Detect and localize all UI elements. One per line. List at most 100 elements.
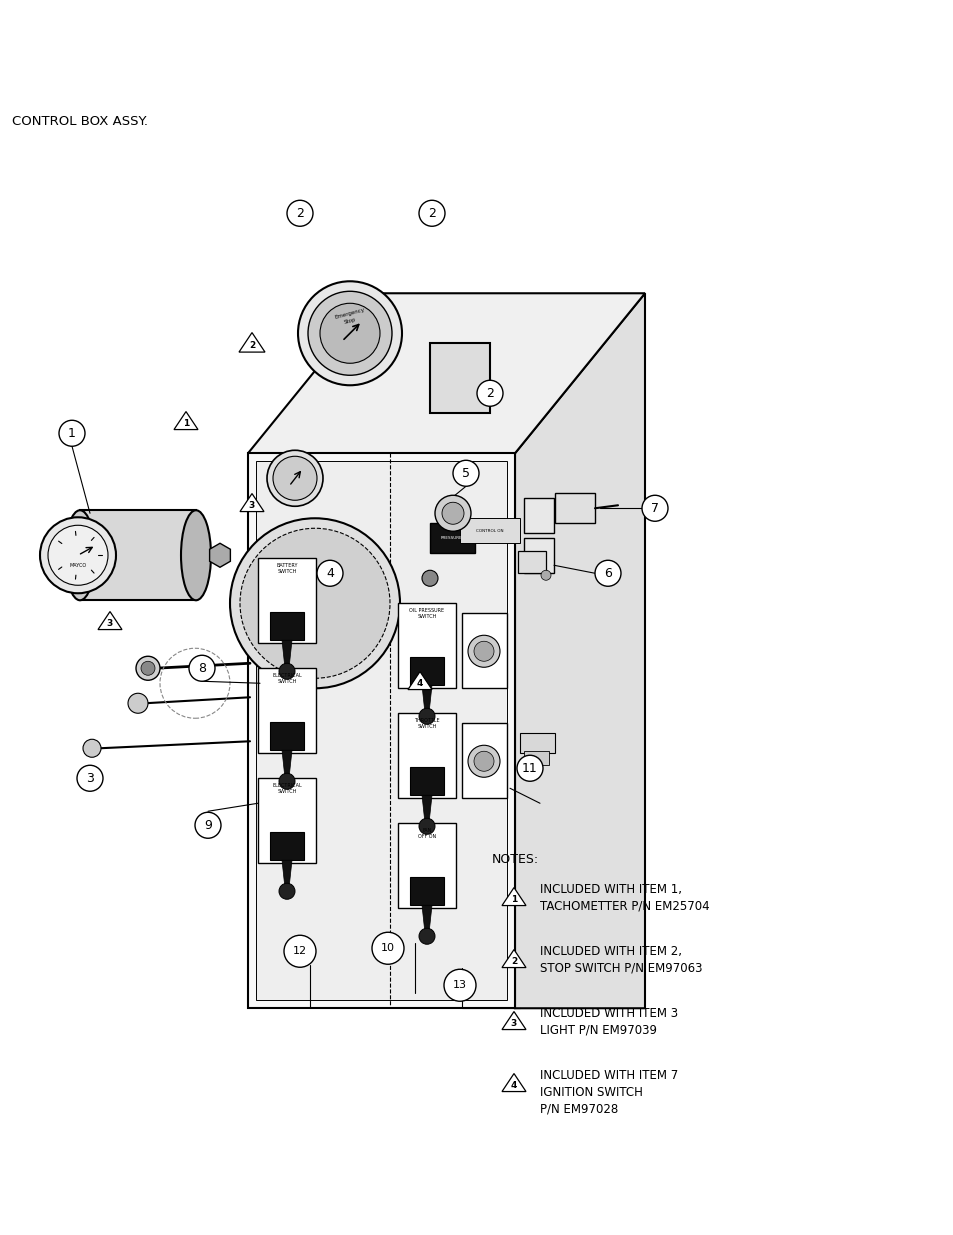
Text: 13: 13 [453, 981, 467, 990]
Polygon shape [501, 1073, 525, 1092]
Circle shape [453, 461, 478, 487]
Text: ELECTRICAL
SWITCH: ELECTRICAL SWITCH [272, 673, 301, 684]
Circle shape [443, 969, 476, 1002]
Circle shape [273, 456, 316, 500]
Text: 2: 2 [249, 341, 254, 350]
Text: 2: 2 [511, 957, 517, 966]
Circle shape [476, 380, 502, 406]
Polygon shape [421, 905, 432, 934]
Circle shape [59, 420, 85, 446]
Bar [523, 538, 554, 573]
Bar [270, 613, 304, 640]
Bar [461, 724, 506, 798]
Text: 5: 5 [461, 467, 470, 479]
Polygon shape [282, 861, 292, 888]
Polygon shape [255, 461, 506, 1000]
Circle shape [435, 495, 471, 531]
Circle shape [316, 561, 343, 587]
Polygon shape [501, 1011, 525, 1030]
Circle shape [287, 200, 313, 226]
Text: 6: 6 [603, 567, 611, 579]
Bar [523, 751, 548, 766]
Polygon shape [248, 293, 644, 453]
Circle shape [128, 693, 148, 714]
Circle shape [421, 571, 437, 587]
Text: 9: 9 [204, 819, 212, 831]
Polygon shape [501, 888, 525, 905]
Circle shape [517, 756, 542, 782]
Text: OIL PRESSURE
SWITCH: OIL PRESSURE SWITCH [409, 609, 444, 619]
Circle shape [284, 935, 315, 967]
Polygon shape [248, 453, 515, 1008]
Polygon shape [421, 795, 432, 824]
Circle shape [136, 656, 160, 680]
Circle shape [267, 451, 323, 506]
Text: 1: 1 [68, 427, 76, 440]
Polygon shape [515, 293, 644, 1008]
Text: 11: 11 [521, 762, 537, 774]
Text: CONTROL ON: CONTROL ON [476, 530, 503, 534]
Polygon shape [240, 494, 264, 511]
Circle shape [418, 708, 435, 724]
Text: PRESSURE: PRESSURE [440, 536, 462, 540]
Bar [430, 524, 475, 553]
Bar [555, 493, 595, 524]
Text: 2: 2 [295, 206, 304, 220]
Text: FAN
OFF ON: FAN OFF ON [417, 829, 436, 839]
Text: CONTROL BOX ASSY.: CONTROL BOX ASSY. [12, 115, 148, 128]
Text: INCLUDED WITH ITEM 3
LIGHT P/N EM97039: INCLUDED WITH ITEM 3 LIGHT P/N EM97039 [539, 1008, 678, 1036]
Text: Emergency: Emergency [335, 306, 365, 320]
Polygon shape [282, 750, 292, 778]
Text: PAGE 120 — MAYCO ST-45HRM PUMP — OPERATION & PARTS MANUAL — REV. #4 (07/16/04): PAGE 120 — MAYCO ST-45HRM PUMP — OPERATI… [87, 1197, 866, 1212]
Circle shape [189, 656, 214, 682]
Polygon shape [408, 672, 432, 689]
Circle shape [441, 503, 463, 525]
Text: 3: 3 [511, 1019, 517, 1028]
Circle shape [48, 525, 108, 585]
Bar [397, 714, 456, 798]
Bar [461, 614, 506, 688]
Polygon shape [98, 611, 122, 630]
Bar [270, 722, 304, 750]
Ellipse shape [65, 510, 95, 600]
Text: MAYCO: MAYCO [70, 563, 87, 568]
Polygon shape [282, 640, 292, 668]
Text: 2: 2 [428, 206, 436, 220]
Circle shape [474, 641, 494, 661]
Text: 7: 7 [650, 501, 659, 515]
Circle shape [278, 773, 294, 789]
Text: Stop: Stop [343, 317, 356, 325]
Text: 4: 4 [510, 1081, 517, 1089]
Circle shape [278, 663, 294, 679]
Bar [523, 498, 554, 534]
Bar [430, 343, 490, 414]
Circle shape [595, 561, 620, 587]
Bar [459, 519, 519, 543]
Circle shape [474, 751, 494, 772]
Text: 1: 1 [511, 894, 517, 904]
Text: 3: 3 [107, 619, 113, 627]
Text: 8: 8 [198, 662, 206, 674]
Bar [257, 558, 315, 643]
Circle shape [308, 291, 392, 375]
Bar [517, 551, 545, 573]
Text: INCLUDED WITH ITEM 1,
TACHOMETTER P/N EM25704: INCLUDED WITH ITEM 1, TACHOMETTER P/N EM… [539, 883, 709, 913]
Text: 4: 4 [326, 567, 334, 579]
Text: 4: 4 [416, 679, 423, 688]
Circle shape [141, 661, 154, 676]
Circle shape [40, 517, 116, 593]
Circle shape [418, 200, 444, 226]
Polygon shape [501, 950, 525, 967]
Text: 1: 1 [183, 419, 189, 427]
Circle shape [297, 282, 401, 385]
Bar [410, 877, 443, 905]
Circle shape [372, 932, 403, 965]
Bar [410, 767, 443, 795]
Bar [410, 657, 443, 685]
Circle shape [468, 745, 499, 777]
Text: THROTTLE
SWITCH: THROTTLE SWITCH [414, 719, 439, 729]
Bar [397, 824, 456, 908]
Bar [270, 832, 304, 861]
Circle shape [418, 819, 435, 835]
Circle shape [540, 571, 551, 580]
